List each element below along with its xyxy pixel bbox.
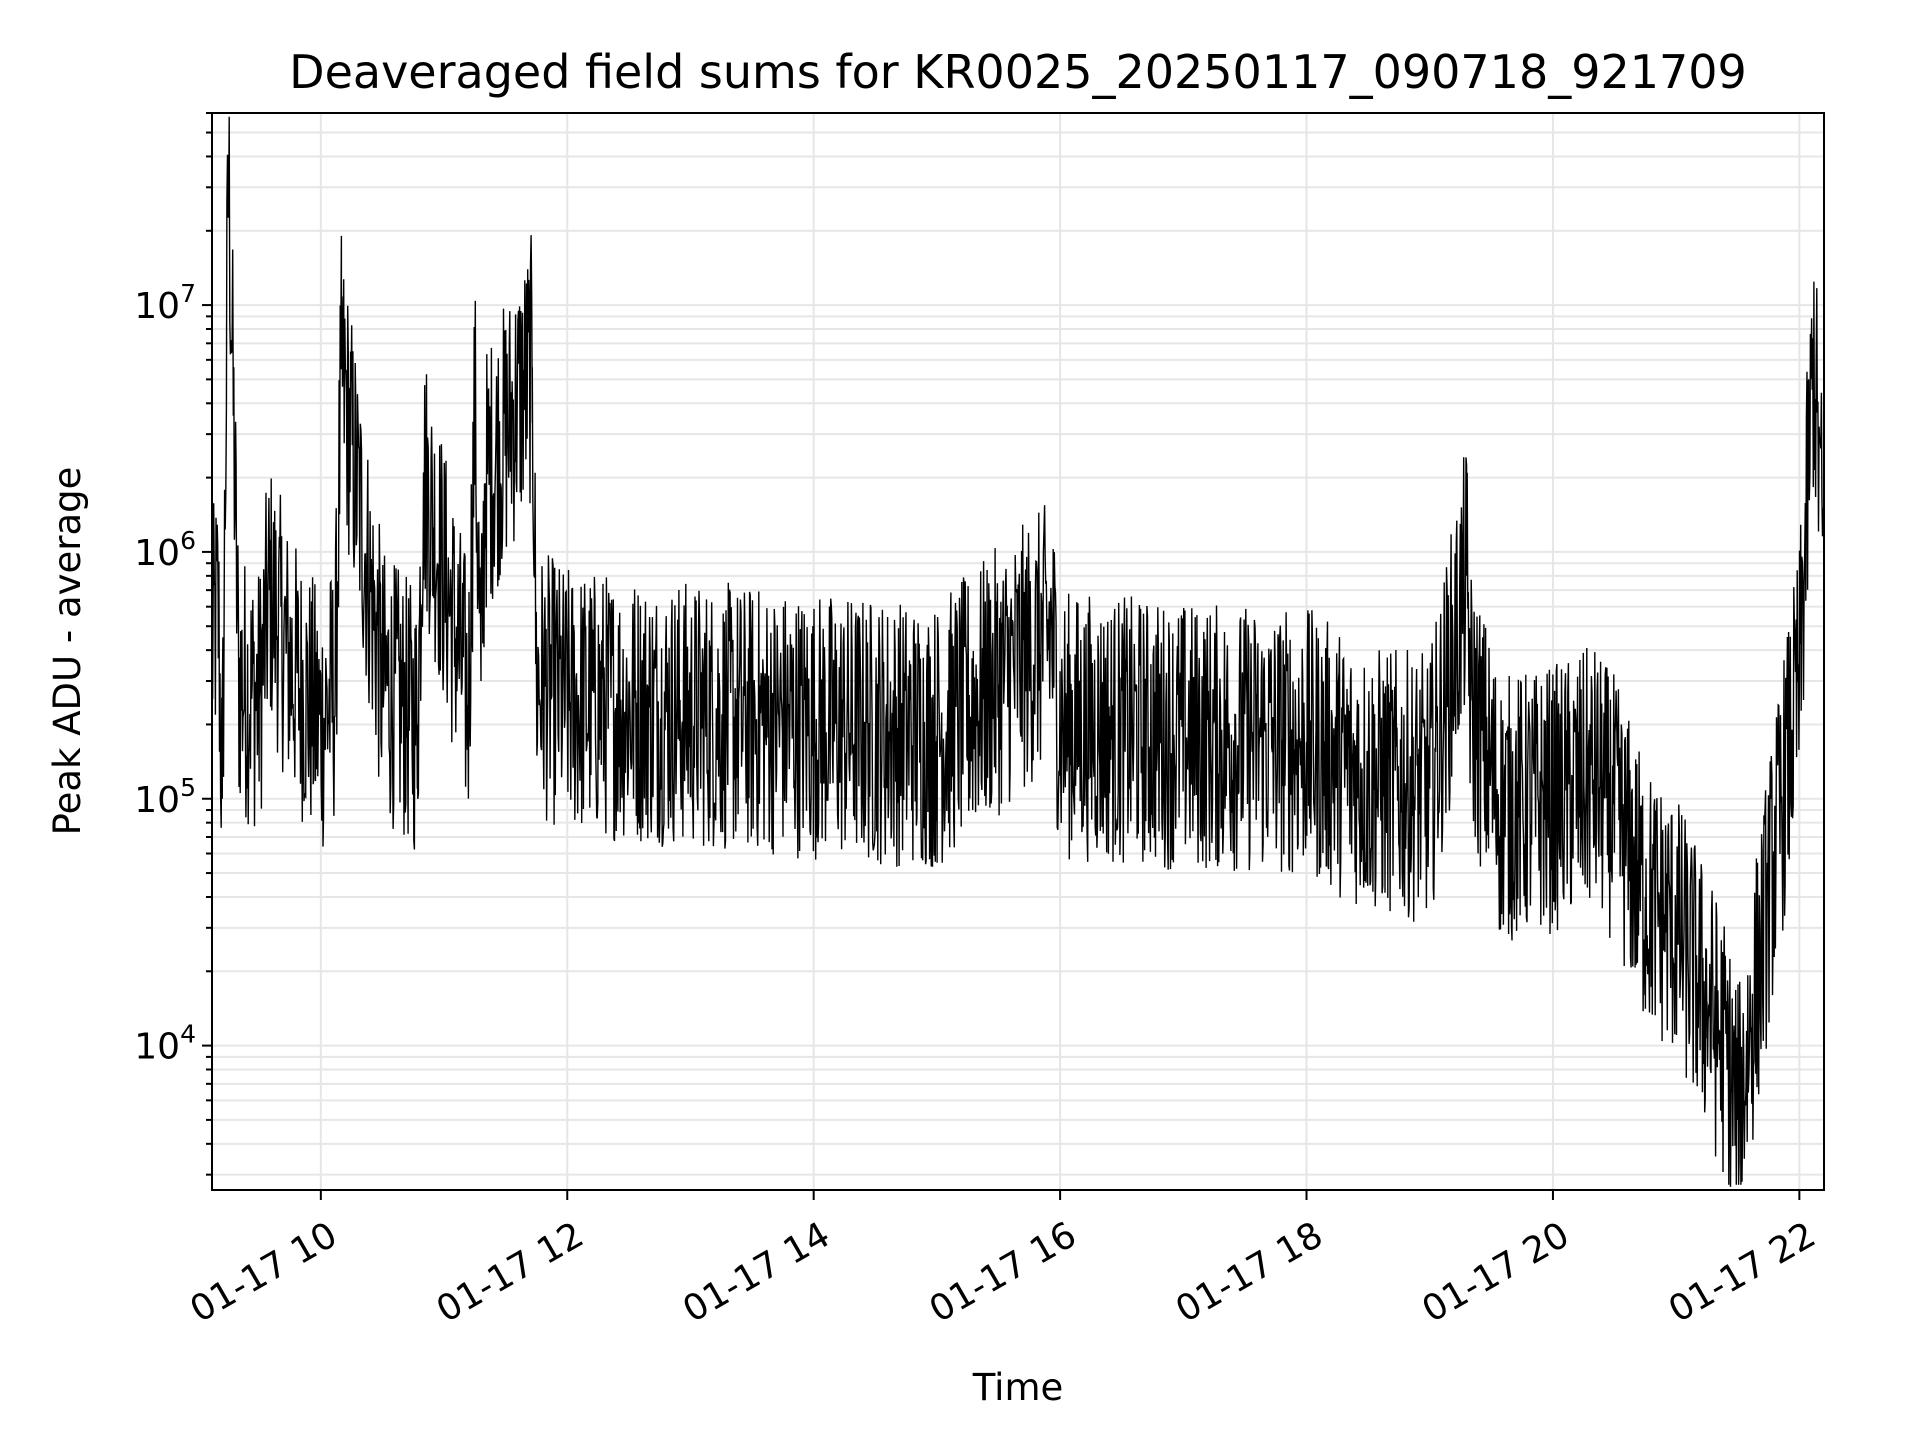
y-tick-label: 105 [134, 773, 196, 821]
plot-frame [211, 112, 1825, 1191]
chart-title: Deaveraged field sums for KR0025_2025011… [289, 45, 1747, 99]
series-line [211, 116, 1825, 1187]
series-line-group [211, 116, 1825, 1187]
y-tick-label: 107 [134, 279, 196, 327]
y-tick-label: 106 [134, 526, 196, 574]
y-axis-label: Peak ADU - average [46, 467, 89, 836]
x-axis-label: Time [972, 1366, 1064, 1409]
y-tick-label: 104 [134, 1020, 196, 1068]
